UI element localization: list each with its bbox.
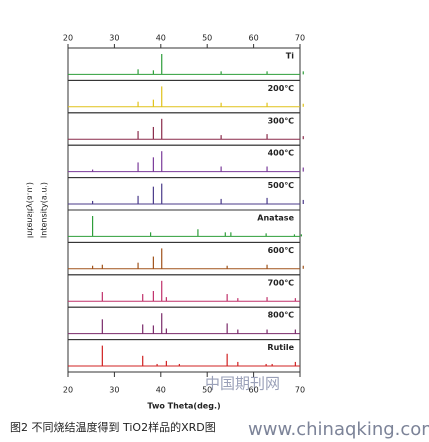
x-tick-label: 40 <box>156 386 166 395</box>
panel-label: Rutile <box>267 343 294 352</box>
x-tick-label-top: 70 <box>295 34 305 43</box>
x-tick-label: 70 <box>295 386 305 395</box>
x-tick-label-top: 30 <box>109 34 119 43</box>
panel-frame <box>67 144 301 179</box>
panel-frame <box>67 79 301 114</box>
y-axis-label-mirror: Intensity(a.u.) <box>26 182 35 238</box>
panel-label: Anatase <box>257 214 294 223</box>
x-tick-label-top: 50 <box>202 34 212 43</box>
x-tick-label-top: 20 <box>63 34 73 43</box>
panel-frame <box>67 177 301 211</box>
x-axis-label: Two Theta(deg.) <box>147 402 220 411</box>
panel-frame <box>67 274 301 308</box>
caption: 图2 不同烧结温度得到 TiO2样品的XRD图 <box>10 420 216 434</box>
x-tick-label-top: 60 <box>249 34 259 43</box>
x-tick-label: 60 <box>249 386 259 395</box>
panel-label: 200℃ <box>268 84 295 93</box>
panel-frame <box>67 47 301 81</box>
panel-label: 500℃ <box>268 181 295 190</box>
panel-label: Ti <box>286 52 294 61</box>
panel-label: 400℃ <box>268 149 295 158</box>
panel-frame <box>67 112 301 146</box>
x-tick-label: 50 <box>202 386 212 395</box>
x-tick-label: 20 <box>63 386 73 395</box>
y-axis-label: Intensity(a.u.) <box>40 182 49 238</box>
x-tick-label-top: 40 <box>156 34 166 43</box>
panel-label: 300℃ <box>268 116 295 125</box>
panel-label: 700℃ <box>268 278 295 287</box>
watermark: 中国期刊网 <box>205 375 280 393</box>
panel-label: 800℃ <box>268 311 295 320</box>
panel-label: 600℃ <box>268 246 295 255</box>
panel-frame <box>67 339 301 373</box>
watermark: www.chinaqking.com <box>248 419 429 440</box>
panel-frame <box>67 241 301 276</box>
x-tick-label: 30 <box>109 386 119 395</box>
